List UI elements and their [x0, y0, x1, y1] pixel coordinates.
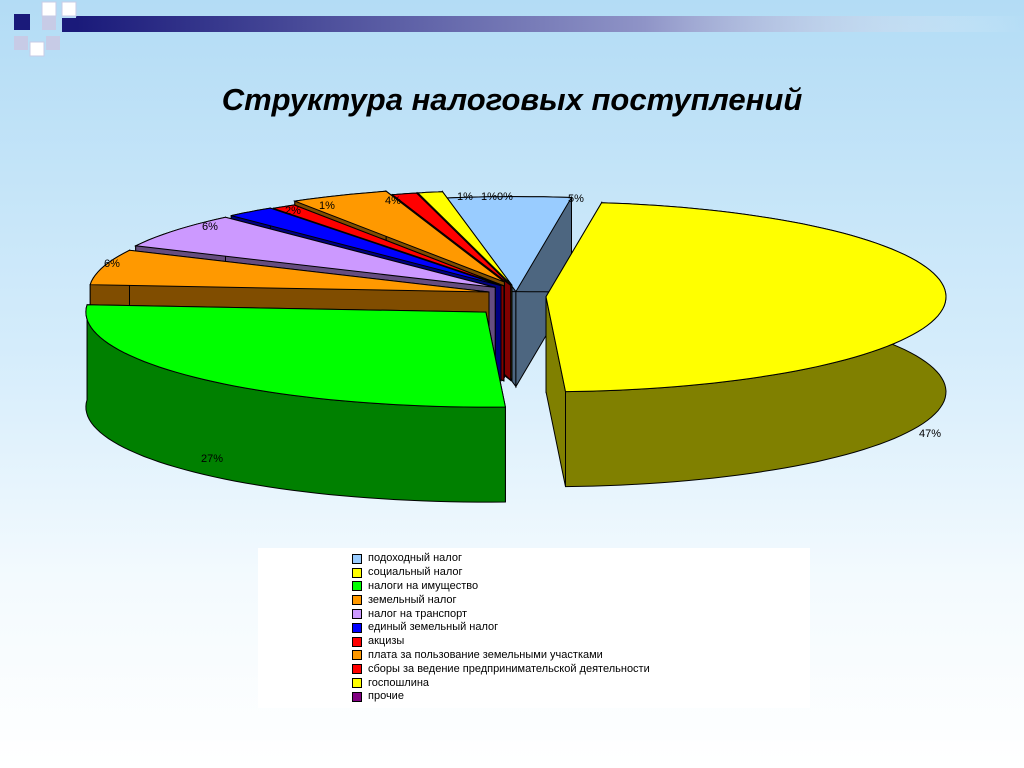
legend-swatch: [352, 664, 362, 675]
legend-label: единый земельный налог: [368, 621, 499, 634]
slice-percent-label: 6%: [104, 258, 120, 270]
legend-label: акцизы: [368, 635, 405, 648]
pie-slice-top: [89, 249, 490, 293]
slice-percent-label: 27%: [201, 453, 223, 465]
pie-slice: [545, 200, 947, 488]
legend-item: земельный налог: [352, 593, 650, 607]
legend-label: госпошлина: [368, 676, 430, 689]
slice-percent-label: 6%: [202, 221, 218, 233]
slice-percent-label: 1%: [457, 191, 473, 203]
legend-label: прочие: [368, 690, 404, 703]
legend-swatch: [352, 636, 362, 647]
pie-slice-top: [231, 207, 502, 287]
slice-percent-label: 2%: [285, 205, 301, 217]
legend-item: социальный налог: [352, 566, 650, 580]
pie-slice-top: [133, 216, 496, 288]
corner-decoration: [14, 1, 1024, 57]
legend-swatch: [352, 691, 362, 702]
slice-percent-label: 4%: [385, 195, 401, 207]
legend-item: акцизы: [352, 635, 650, 649]
deco-square: [61, 1, 77, 17]
deco-square: [29, 41, 45, 57]
deco-square: [62, 18, 76, 32]
legend-swatch: [352, 553, 362, 564]
legend-label: земельный налог: [368, 593, 457, 606]
slice-percent-label: 1%: [481, 191, 497, 203]
pie-slice-top: [545, 202, 947, 393]
pie-slice: [85, 304, 507, 503]
legend-swatch: [352, 609, 362, 620]
legend-swatch: [352, 622, 362, 633]
legend-item: налог на транспорт: [352, 607, 650, 621]
slice-percent-label: 0%: [497, 191, 513, 203]
slice-percent-label: 5%: [568, 193, 584, 205]
legend-swatch: [352, 595, 362, 606]
legend-swatch: [352, 650, 362, 661]
chart-legend: подоходный налог социальный налог налоги н…: [352, 552, 650, 704]
legend-item: налоги на имущество: [352, 580, 650, 594]
pie-slice-top: [292, 190, 505, 283]
legend-item: плата за пользование земельными участкам…: [352, 649, 650, 663]
legend-label: социальный налог: [368, 566, 463, 579]
legend-label: подоходный налог: [368, 552, 462, 565]
legend-label: налоги на имущество: [368, 579, 479, 592]
slice-percent-label: 47%: [919, 428, 941, 440]
legend-item: подоходный налог: [352, 552, 650, 566]
legend-swatch: [352, 678, 362, 689]
chart-legend-box: [258, 548, 810, 708]
pie-slice-top: [391, 192, 512, 286]
legend-item: единый земельный налог: [352, 621, 650, 635]
legend-item: прочие: [352, 690, 650, 704]
slide-title: Структура налоговых поступлений: [221, 82, 803, 117]
slice-percent-label: 1%: [319, 200, 335, 212]
pie-slice-top: [445, 196, 573, 293]
deco-square: [46, 36, 60, 50]
pie-slice-top: [85, 304, 507, 408]
legend-label: плата за пользование земельными участкам…: [368, 648, 603, 661]
pie-slice-top: [416, 191, 513, 286]
deco-square: [14, 36, 28, 50]
legend-label: сборы за ведение предпринимательской дея…: [368, 662, 650, 675]
pie-slice-top: [273, 204, 505, 287]
legend-item: госпошлина: [352, 676, 650, 690]
legend-item: сборы за ведение предпринимательской дея…: [352, 662, 650, 676]
legend-swatch: [352, 567, 362, 578]
legend-label: налог на транспорт: [368, 607, 468, 620]
deco-square: [14, 14, 30, 30]
header-gradient-bar: [76, 16, 1024, 32]
deco-square: [42, 16, 56, 30]
legend-swatch: [352, 581, 362, 592]
